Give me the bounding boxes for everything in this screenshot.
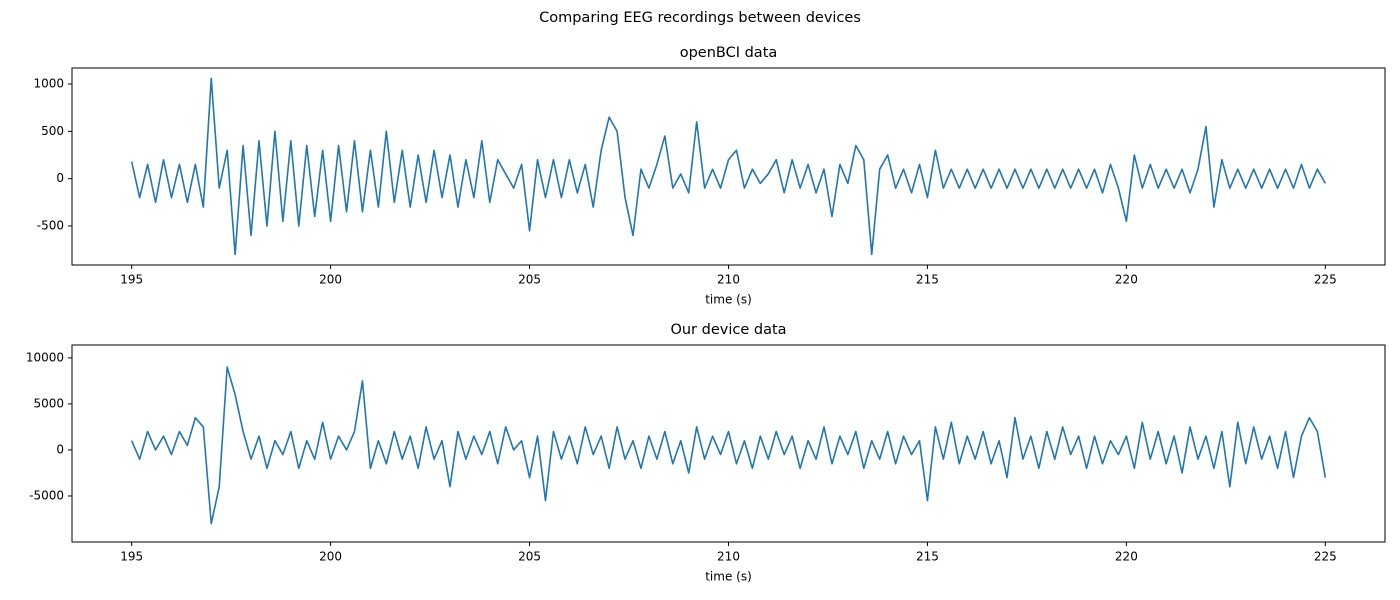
y-tick-label: 0	[56, 171, 64, 185]
x-tick-label: 210	[717, 273, 740, 287]
x-tick-label: 200	[319, 550, 342, 564]
x-tick-label: 210	[717, 550, 740, 564]
x-tick-label: 195	[120, 273, 143, 287]
x-tick-label: 195	[120, 550, 143, 564]
y-tick-label: -500	[37, 218, 64, 232]
x-tick-label: 200	[319, 273, 342, 287]
y-tick-label: 10000	[26, 350, 64, 364]
x-tick-label: 215	[916, 550, 939, 564]
x-axis-label: time (s)	[705, 293, 752, 307]
x-tick-label: 225	[1314, 550, 1337, 564]
axes-title: openBCI data	[680, 45, 778, 61]
axes-title: Our device data	[670, 322, 786, 338]
x-tick-label: 205	[518, 273, 541, 287]
x-axis-label: time (s)	[705, 570, 752, 584]
y-tick-label: 500	[41, 124, 64, 138]
y-tick-label: 5000	[33, 396, 64, 410]
x-tick-label: 215	[916, 273, 939, 287]
y-tick-label: 0	[56, 442, 64, 456]
figure-title: Comparing EEG recordings between devices	[539, 10, 861, 26]
y-tick-label: 1000	[33, 76, 64, 90]
signal-line	[130, 366, 1327, 525]
x-tick-label: 220	[1115, 273, 1138, 287]
y-tick-label: -5000	[29, 488, 64, 502]
signal-line	[130, 77, 1327, 256]
x-tick-label: 225	[1314, 273, 1337, 287]
x-tick-label: 205	[518, 550, 541, 564]
x-tick-label: 220	[1115, 550, 1138, 564]
